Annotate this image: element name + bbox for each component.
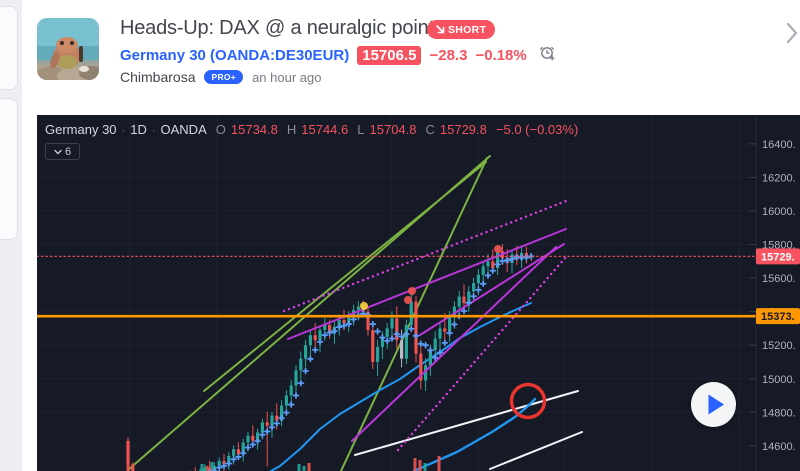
add-alert-icon[interactable]	[539, 45, 556, 66]
previous-card-peek[interactable]	[0, 6, 18, 90]
play-icon	[708, 394, 724, 414]
close-label: C	[425, 122, 435, 137]
chart-canvas[interactable]: 16400.16200.16000.15800.15600.15400.1520…	[37, 115, 800, 471]
price-axis: 16400.16200.16000.15800.15600.15400.1520…	[749, 115, 800, 471]
indicators-collapse-button[interactable]: 6	[45, 143, 80, 160]
highlight-circle-annotation	[509, 382, 547, 420]
symbol-row: Germany 30 (OANDA:DE30EUR) 15706.5 −28.3…	[120, 45, 556, 65]
svg-text:15600.: 15600.	[762, 273, 796, 285]
svg-text:14800.: 14800.	[762, 407, 796, 419]
play-button[interactable]	[690, 381, 736, 427]
arrow-down-right-icon	[436, 25, 445, 34]
avatar-toad-photo	[37, 18, 99, 80]
price-change: −28.3	[429, 46, 468, 64]
chart-legend: Germany 30 · 1D · OANDA O 15734.8 H 15744.…	[45, 122, 579, 137]
legend-change: −5.0 (−0.03%)	[495, 122, 579, 137]
open-value: 15734.8	[230, 122, 278, 137]
author-row: Chimbarosa PRO+ an hour ago	[120, 68, 321, 86]
chevron-right-icon	[786, 22, 798, 44]
svg-text:15373.: 15373.	[761, 311, 795, 323]
carousel-left-strip	[0, 0, 22, 471]
published-time: an hour ago	[252, 69, 322, 85]
carousel-next-button[interactable]	[785, 22, 799, 49]
short-badge-label: SHORT	[448, 23, 487, 36]
svg-text:15200.: 15200.	[762, 340, 796, 352]
legend-exchange: OANDA	[160, 122, 207, 137]
trendlines-under	[127, 155, 583, 471]
low-label: L	[357, 122, 365, 137]
trendlines-over	[282, 199, 568, 452]
chevron-down-icon	[54, 149, 62, 154]
direction-short-badge: SHORT	[427, 20, 496, 39]
open-label: O	[215, 122, 226, 137]
ma-fast-cross-markers	[208, 252, 535, 471]
pro-plus-badge[interactable]: PRO+	[204, 70, 244, 84]
ma-bottom-line	[412, 397, 537, 471]
svg-text:15000.: 15000.	[762, 374, 796, 386]
high-label: H	[286, 122, 297, 137]
svg-text:16200.: 16200.	[762, 172, 796, 184]
horizontal-price-lines	[37, 255, 800, 318]
signal-dots	[360, 245, 502, 310]
svg-text:15729.: 15729.	[761, 251, 795, 263]
svg-text:16000.: 16000.	[762, 206, 796, 218]
symbol-link[interactable]: Germany 30 (OANDA:DE30EUR)	[120, 46, 350, 64]
indicators-count: 6	[64, 145, 72, 158]
svg-text:16400.: 16400.	[762, 139, 796, 151]
author-avatar[interactable]	[37, 18, 99, 80]
author-name[interactable]: Chimbarosa	[120, 69, 196, 85]
idea-title: Heads-Up: DAX @ a neuralgic point	[120, 17, 434, 39]
svg-text:14600.: 14600.	[762, 441, 796, 453]
price-change-percent: −0.18%	[475, 46, 527, 64]
high-value: 15744.6	[301, 122, 349, 137]
ma-slow-line	[269, 302, 532, 471]
idea-card: Heads-Up: DAX @ a neuralgic point SHORT …	[22, 0, 800, 471]
price-chart[interactable]: 16400.16200.16000.15800.15600.15400.1520…	[37, 115, 800, 471]
legend-symbol[interactable]: Germany 30	[45, 122, 117, 137]
close-value: 15729.8	[439, 122, 487, 137]
previous-card-peek[interactable]	[0, 98, 18, 240]
legend-interval[interactable]: 1D	[130, 122, 147, 137]
low-value: 15704.8	[369, 122, 417, 137]
last-price-badge: 15706.5	[357, 45, 422, 65]
